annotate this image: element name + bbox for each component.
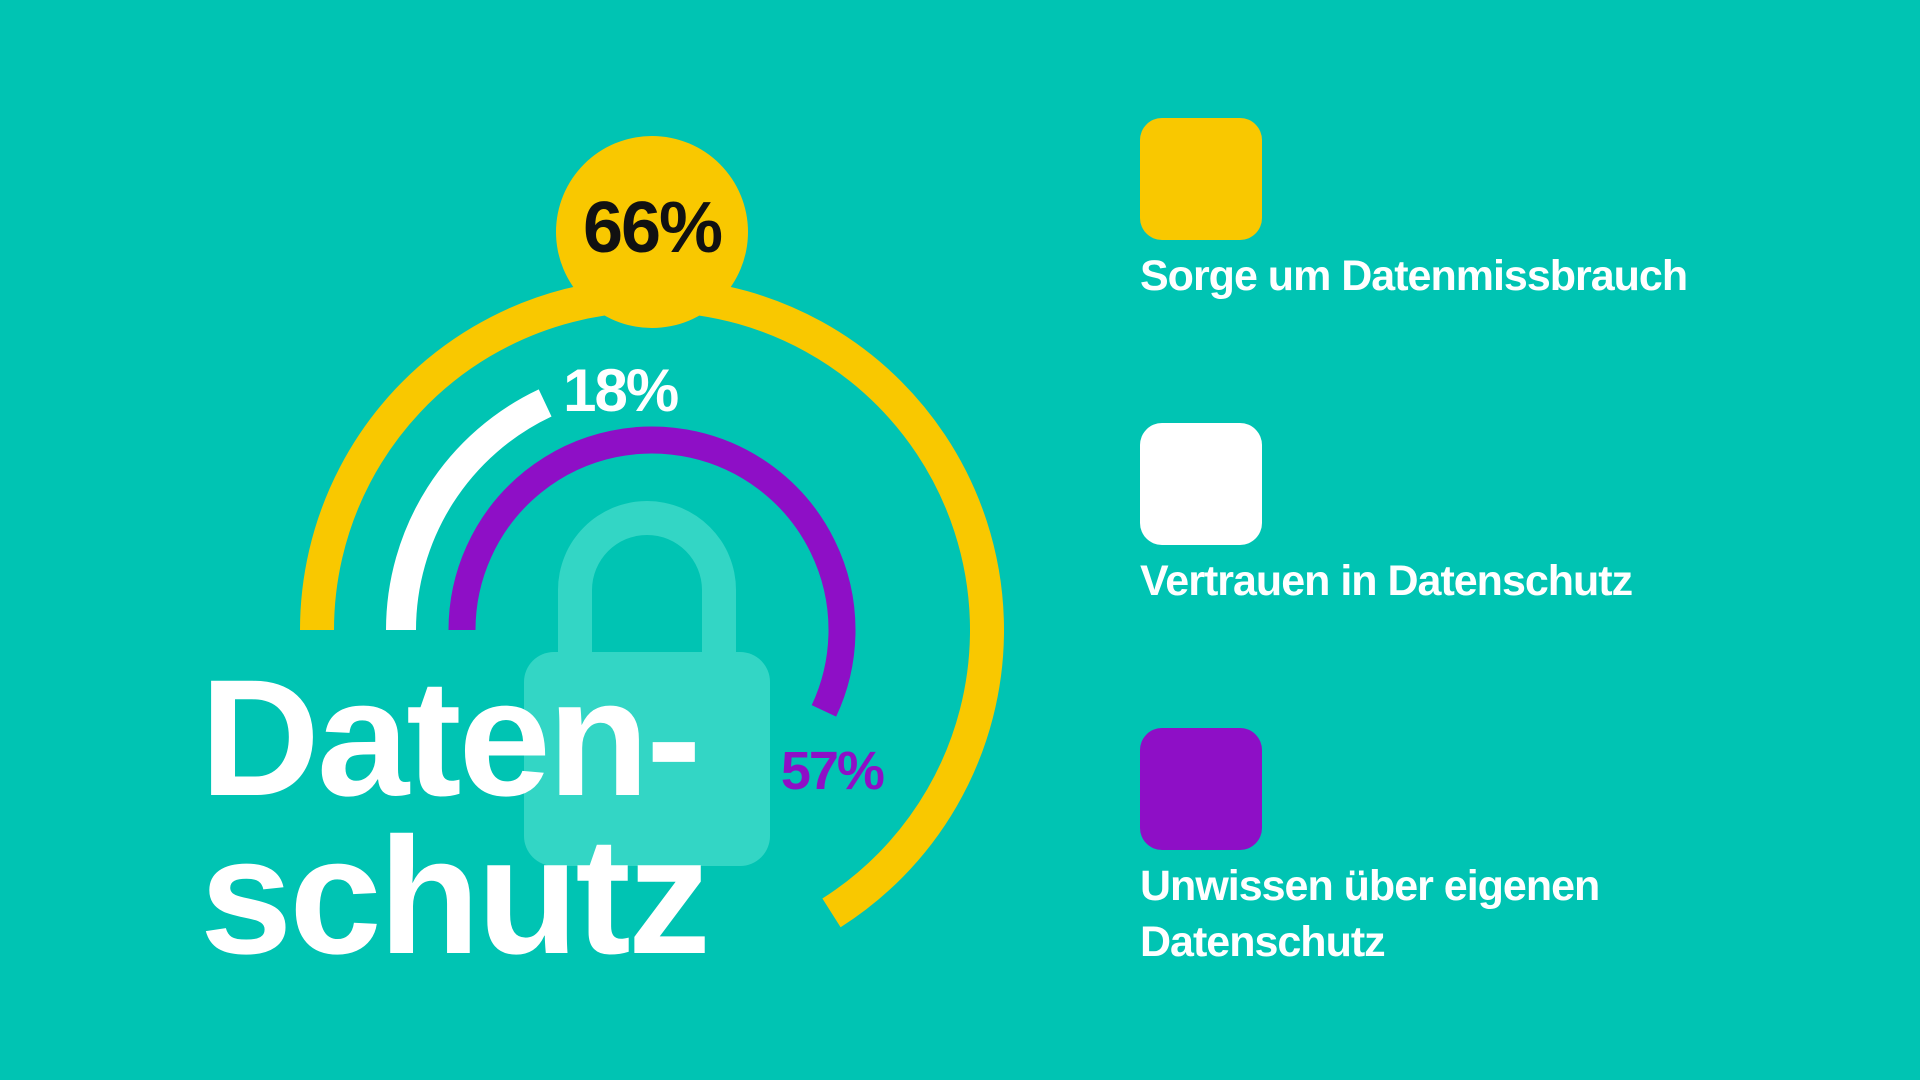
- legend-label-vertrauen: Vertrauen in Datenschutz: [1140, 557, 1633, 605]
- legend-swatch-white: [1140, 423, 1262, 545]
- value-label-unwissen: 57%: [781, 741, 884, 801]
- headline-line-2: schutz: [200, 803, 711, 989]
- legend-swatch-yellow: [1140, 118, 1262, 240]
- badge-circle-sorge: [556, 136, 748, 328]
- value-label-vertrauen: 18%: [563, 357, 678, 424]
- headline-line-1: Daten-: [200, 646, 701, 831]
- arc-unwissen: [448, 426, 856, 717]
- arc-vertrauen: [386, 389, 552, 631]
- legend-swatch-purple: [1140, 728, 1262, 850]
- legend-label-unwissen: Unwissen über eigenen Datenschutz: [1140, 862, 1600, 966]
- arc-sorge: [300, 278, 1004, 928]
- padlock-icon: [524, 501, 770, 866]
- legend-item-vertrauen: Vertrauen in Datenschutz: [1140, 423, 1633, 609]
- legend-item-sorge: Sorge um Datenmissbrauch: [1140, 118, 1688, 304]
- headline: Daten- schutz: [200, 646, 711, 989]
- value-label-sorge: 66%: [583, 188, 722, 268]
- legend-item-unwissen: Unwissen über eigenen Datenschutz: [1140, 728, 1700, 970]
- legend-label-sorge: Sorge um Datenmissbrauch: [1140, 252, 1688, 300]
